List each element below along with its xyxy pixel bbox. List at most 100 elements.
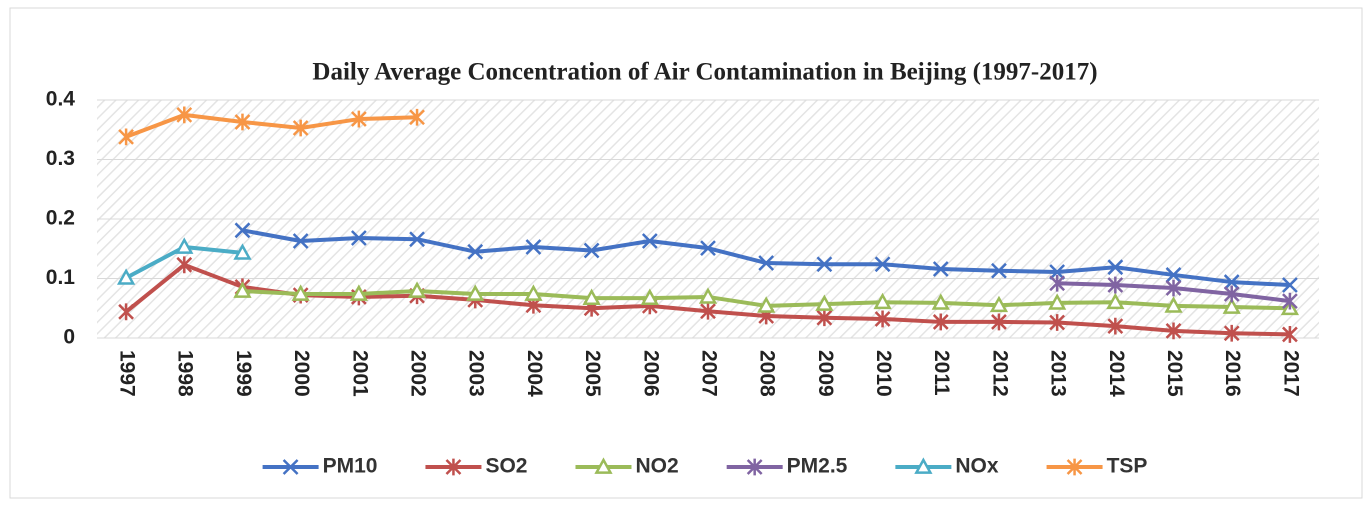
marker: [757, 296, 776, 313]
marker: [1223, 324, 1240, 342]
marker: [291, 284, 310, 301]
marker: [700, 302, 716, 320]
x-tick-label: 2000: [290, 350, 313, 397]
marker: [176, 106, 193, 124]
marker: [816, 256, 833, 273]
marker: [698, 287, 718, 304]
marker: [445, 458, 462, 476]
marker: [234, 222, 251, 239]
x-tick-label: 2001: [348, 350, 371, 397]
x-tick-label: 2017: [1279, 350, 1302, 397]
x-tick-label: 2005: [581, 350, 604, 397]
marker: [874, 256, 891, 273]
marker: [931, 293, 950, 310]
marker: [1049, 264, 1066, 280]
marker: [1106, 292, 1125, 310]
y-tick-label: 0.3: [46, 147, 75, 170]
marker: [1165, 279, 1182, 297]
marker: [1066, 458, 1083, 476]
marker: [350, 110, 367, 128]
marker: [582, 288, 601, 305]
marker: [594, 457, 613, 474]
legend-label: NO2: [635, 455, 678, 478]
marker: [874, 310, 891, 328]
marker: [1048, 293, 1067, 310]
marker: [525, 239, 542, 255]
x-tick-label: 1999: [232, 350, 255, 397]
marker: [583, 242, 600, 259]
marker: [1165, 322, 1182, 340]
marker: [466, 284, 485, 301]
series-line: [125, 112, 418, 139]
marker: [1165, 267, 1182, 283]
x-tick-label: 1998: [174, 350, 197, 397]
marker: [349, 284, 368, 301]
legend: PM10 SO2 NO2 PM2.5 NOx TSP: [262, 455, 1148, 478]
marker: [1223, 274, 1240, 290]
marker: [233, 281, 252, 298]
marker: [467, 243, 484, 260]
marker: [1223, 285, 1240, 303]
marker: [409, 108, 425, 126]
marker: [175, 237, 194, 254]
marker: [176, 256, 193, 274]
marker: [1282, 292, 1298, 310]
marker: [116, 268, 136, 285]
marker: [1049, 274, 1066, 292]
marker: [350, 230, 367, 246]
marker: [524, 284, 543, 301]
chart-title: Daily Average Concentration of Air Conta…: [312, 59, 1097, 86]
legend-label: PM10: [323, 455, 378, 478]
marker: [409, 231, 425, 248]
marker: [1282, 277, 1298, 293]
marker: [914, 457, 933, 474]
marker: [407, 281, 427, 298]
marker: [1107, 259, 1124, 276]
x-tick-label: 2011: [930, 350, 953, 396]
marker: [1222, 297, 1241, 314]
marker: [118, 303, 134, 321]
marker: [758, 255, 775, 271]
x-tick-label: 2015: [1163, 350, 1186, 397]
x-tick-label: 2016: [1221, 350, 1244, 397]
marker: [1164, 296, 1183, 313]
marker: [292, 233, 309, 249]
marker: [118, 128, 134, 146]
y-tick-label: 0.1: [46, 266, 76, 289]
x-tick-label: 2008: [756, 350, 779, 397]
marker: [282, 459, 299, 475]
marker: [815, 294, 834, 311]
marker: [873, 292, 892, 310]
marker: [746, 458, 763, 476]
x-tick-label: 2006: [639, 350, 662, 397]
x-tick-label: 2014: [1105, 350, 1128, 397]
y-tick-label: 0.4: [46, 88, 76, 111]
marker: [233, 243, 252, 260]
legend-label: TSP: [1107, 455, 1148, 478]
x-tick-label: 2002: [407, 350, 430, 397]
marker: [932, 261, 949, 277]
y-tick-label: 0: [63, 326, 75, 349]
marker: [700, 240, 716, 257]
x-tick-label: 1997: [116, 350, 139, 397]
legend-label: NOx: [955, 455, 999, 478]
marker: [1282, 326, 1298, 343]
marker: [991, 262, 1007, 279]
legend-label: SO2: [485, 455, 527, 478]
marker: [1107, 317, 1124, 335]
marker: [641, 233, 658, 249]
x-tick-label: 2007: [697, 350, 720, 397]
marker: [640, 288, 659, 305]
y-tick-label: 0.2: [46, 207, 75, 230]
marker: [991, 313, 1007, 331]
x-tick-label: 2009: [814, 350, 837, 397]
marker: [816, 309, 833, 327]
marker: [1107, 276, 1124, 294]
marker: [989, 295, 1009, 313]
x-tick-label: 2010: [872, 350, 895, 397]
marker: [932, 313, 949, 331]
marker: [234, 113, 251, 131]
x-tick-label: 2003: [465, 350, 488, 397]
marker: [292, 119, 309, 137]
